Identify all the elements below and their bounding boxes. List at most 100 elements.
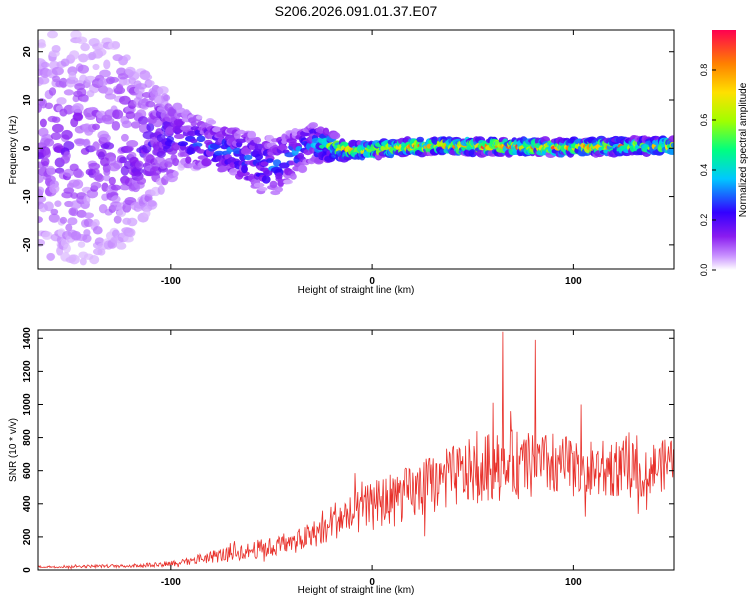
- heatmap-cell: [99, 69, 111, 78]
- heatmap-cell: [275, 172, 283, 180]
- y-tick-label: 1200: [22, 360, 33, 383]
- heatmap-cell: [52, 123, 64, 133]
- y-tick-label: 1000: [22, 393, 33, 416]
- heatmap-cell: [38, 174, 44, 184]
- heatmap-cell: [152, 117, 163, 128]
- heatmap-cell: [269, 180, 278, 189]
- spectrogram-x-label: Height of straight line (km): [298, 285, 415, 296]
- heatmap-cell: [63, 243, 71, 254]
- heatmap-cell: [89, 255, 100, 265]
- snr-x-label: Height of straight line (km): [298, 585, 415, 596]
- heatmap-cell: [78, 53, 89, 63]
- heatmap-cell: [119, 95, 131, 105]
- heatmap-cell: [41, 231, 53, 240]
- heatmap-cell: [243, 154, 253, 161]
- heatmap-cell: [103, 142, 115, 150]
- heatmap-cell: [116, 209, 127, 217]
- heatmap-cell: [126, 140, 139, 148]
- heatmap-cell: [48, 87, 57, 96]
- heatmap-cell: [163, 94, 171, 102]
- heatmap-cell: [239, 171, 250, 177]
- heatmap-cell: [266, 158, 274, 164]
- heatmap-cell: [196, 135, 206, 143]
- x-tick-label: 100: [565, 577, 582, 588]
- heatmap-cell: [254, 143, 264, 151]
- heatmap-cell: [112, 229, 120, 238]
- y-tick-label: 600: [22, 462, 33, 479]
- heatmap-cell: [290, 173, 297, 180]
- heatmap-cell: [61, 129, 73, 140]
- heatmap-cell: [65, 223, 73, 232]
- heatmap-cell: [192, 142, 203, 148]
- heatmap-cell: [196, 149, 206, 154]
- heatmap-cell: [38, 216, 43, 224]
- y-tick-label: 1400: [22, 327, 33, 350]
- heatmap-cell: [135, 83, 148, 90]
- heatmap-cell: [63, 151, 71, 161]
- y-tick-label: 200: [22, 528, 33, 545]
- heatmap-cell: [273, 159, 282, 167]
- heatmap-cell: [38, 186, 45, 195]
- spectrogram-heatmap: [38, 30, 674, 266]
- heatmap-cell: [92, 219, 100, 228]
- heatmap-cell: [116, 242, 127, 250]
- spectrogram-frame: [37, 29, 675, 270]
- heatmap-cell: [79, 257, 87, 266]
- x-tick-label: 0: [369, 577, 375, 588]
- heatmap-cell: [44, 102, 54, 110]
- heatmap-cell: [329, 131, 341, 140]
- heatmap-cell: [52, 75, 61, 83]
- heatmap-cell: [80, 43, 90, 52]
- heatmap-cell: [279, 143, 286, 152]
- heatmap-cell: [119, 156, 128, 164]
- y-tick-label: 800: [22, 429, 33, 446]
- heatmap-cell: [92, 141, 100, 151]
- heatmap-cell: [38, 76, 50, 85]
- heatmap-cell: [261, 175, 271, 184]
- y-tick-label: -20: [22, 237, 33, 252]
- heatmap-cell: [94, 174, 105, 183]
- heatmap-cell: [70, 207, 79, 217]
- heatmap-cell: [51, 116, 61, 123]
- heatmap-cell: [128, 71, 140, 81]
- heatmap-cell: [38, 195, 47, 203]
- heatmap-cell: [73, 112, 83, 121]
- heatmap-cell: [240, 147, 252, 155]
- heatmap-cell: [111, 121, 121, 131]
- heatmap-cell: [39, 118, 47, 128]
- heatmap-cell: [68, 71, 77, 81]
- heatmap-cell: [72, 103, 84, 113]
- heatmap-cell: [190, 138, 198, 144]
- heatmap-cell: [173, 133, 185, 139]
- heatmap-cell: [125, 111, 136, 119]
- heatmap-cell: [241, 165, 248, 174]
- heatmap-cell: [109, 76, 120, 83]
- heatmap-cell: [46, 252, 56, 261]
- heatmap-cell: [82, 234, 92, 243]
- heatmap-cell: [239, 154, 247, 161]
- heatmap-cell: [177, 141, 188, 147]
- snr-series-line: [38, 331, 674, 570]
- heatmap-cell: [218, 165, 228, 173]
- heatmap-cell: [207, 119, 217, 125]
- heatmap-cell: [77, 64, 90, 74]
- heatmap-cell: [70, 192, 79, 199]
- heatmap-cell: [92, 123, 100, 130]
- heatmap-cell: [96, 48, 107, 57]
- heatmap-cell: [196, 115, 203, 120]
- heatmap-cell: [47, 30, 58, 39]
- x-tick-label: -100: [161, 276, 181, 287]
- y-tick-label: -10: [22, 189, 33, 204]
- x-tick-label: 0: [369, 276, 375, 287]
- heatmap-cell: [147, 200, 157, 207]
- heatmap-cell: [185, 156, 192, 164]
- heatmap-cell: [145, 80, 155, 87]
- heatmap-cell: [171, 142, 180, 151]
- heatmap-cell: [228, 168, 239, 176]
- heatmap-cell: [155, 128, 164, 137]
- heatmap-cell: [135, 160, 144, 170]
- heatmap-cell: [67, 217, 78, 226]
- heatmap-cell: [92, 63, 100, 71]
- heatmap-cell: [416, 136, 425, 143]
